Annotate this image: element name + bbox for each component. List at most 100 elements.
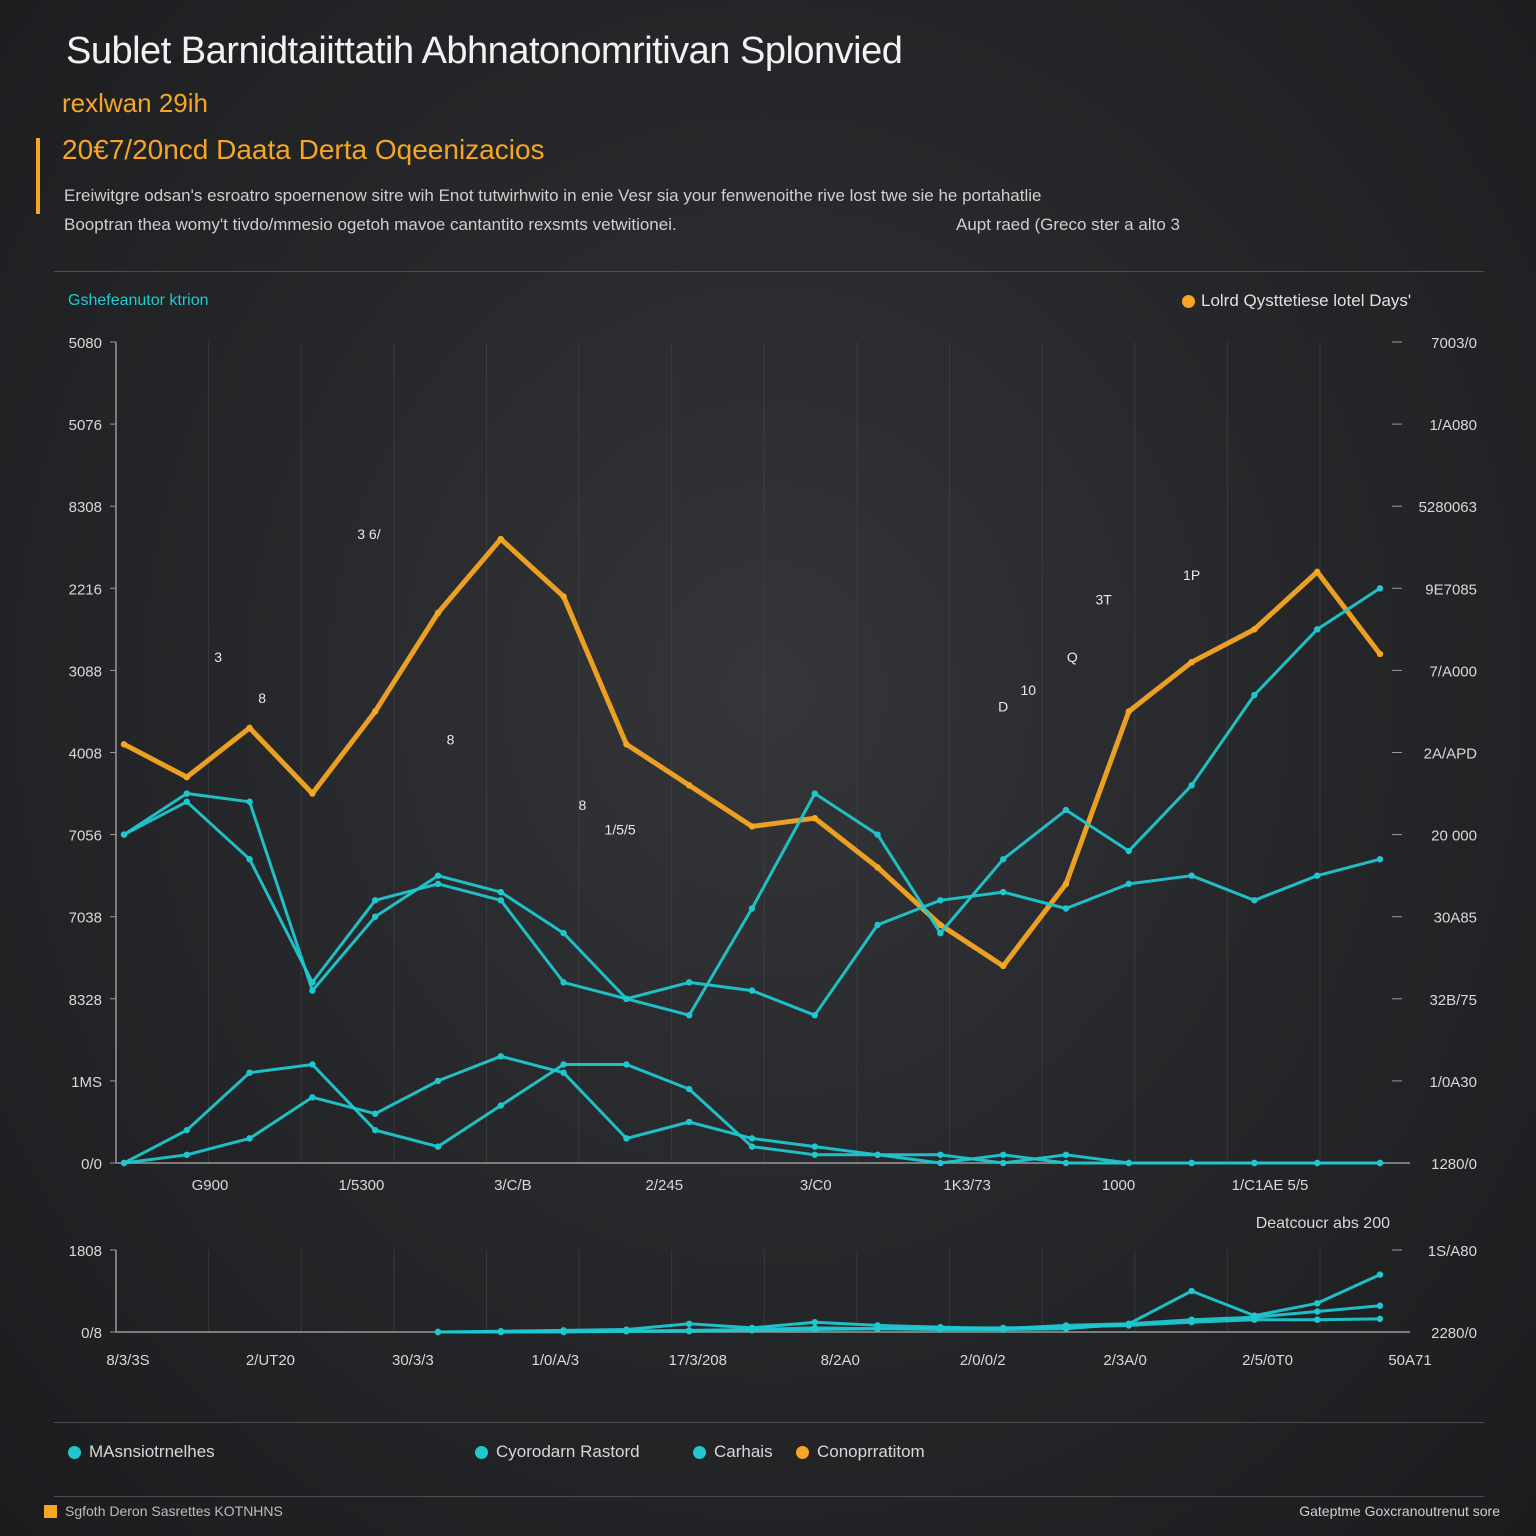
legend-item-label: Conoprratitom: [817, 1442, 925, 1461]
data-point: [1000, 888, 1007, 896]
data-point: [1062, 806, 1070, 814]
y-tick-label-left: 0/0: [81, 1156, 102, 1173]
panel-note: Deatcoucr abs 200: [1256, 1215, 1390, 1232]
y-tick-label-right: 20 000: [1431, 828, 1477, 845]
data-point: [372, 913, 379, 920]
data-point: [748, 987, 756, 994]
data-point: [1062, 1323, 1070, 1331]
series-line-1: [121, 536, 1383, 969]
data-point: [1000, 1151, 1007, 1158]
x-tick-label: 1/0/A/3: [532, 1352, 580, 1369]
data-point: [748, 823, 756, 830]
data-label: 1/5/5: [605, 822, 636, 838]
y-tick-label-left: 5080: [69, 335, 102, 352]
y-tick-label-left: 1MS: [71, 1074, 102, 1091]
x-tick-label: 1/C1AE 5/5: [1232, 1177, 1309, 1194]
footer-left-text: Sgfoth Deron Sasrettes KOTNHNS: [65, 1503, 283, 1519]
data-point: [1376, 650, 1384, 658]
data-label: 8: [447, 731, 455, 747]
legend-item-3[interactable]: Carhais: [693, 1442, 773, 1462]
data-point: [1125, 1322, 1133, 1329]
legend-item-4[interactable]: Conoprratitom: [796, 1442, 925, 1462]
data-label: 3 6/: [357, 526, 380, 542]
data-point: [372, 897, 379, 904]
data-point: [434, 1077, 442, 1085]
data-point: [623, 1327, 630, 1335]
data-label: 3: [214, 649, 222, 665]
y-tick-label-right: 1S/A80: [1428, 1243, 1477, 1260]
data-point: [434, 872, 442, 879]
divider-top: [54, 271, 1484, 272]
divider-footer: [54, 1496, 1484, 1497]
data-point: [874, 921, 881, 929]
x-tick-label: 1K3/73: [943, 1177, 991, 1194]
y-tick-label-left: 0/8: [81, 1325, 102, 1342]
y-tick-label-right: 1/0A30: [1429, 1074, 1477, 1091]
x-tick-label: 1000: [1102, 1177, 1135, 1194]
legend-item-2[interactable]: Cyorodarn Rastord: [475, 1442, 640, 1462]
x-tick-label: G900: [192, 1177, 229, 1194]
y-tick-label-right: 2280/0: [1431, 1325, 1477, 1342]
data-point: [1125, 1159, 1133, 1167]
data-point: [497, 535, 504, 543]
data-point: [1188, 872, 1195, 879]
data-point: [1125, 880, 1133, 888]
data-point: [1251, 1159, 1258, 1167]
data-point: [1000, 1159, 1007, 1167]
data-point: [1376, 856, 1384, 863]
data-point: [811, 790, 818, 797]
series-line-2: [122, 586, 1382, 1017]
legend-item-label: MAsnsiotrnelhes: [89, 1442, 215, 1461]
data-point: [183, 1151, 190, 1158]
section-heading: 20€7/20ncd Daata Derta Oqeenizacios: [62, 134, 545, 165]
data-point: [686, 782, 693, 789]
legend-top-label: Lolrd Qysttetiese lotel Days': [1201, 291, 1412, 310]
data-point: [246, 856, 253, 863]
data-point: [183, 790, 190, 797]
data-point: [686, 1085, 693, 1093]
data-point: [937, 921, 944, 929]
x-tick-label: 2/5/0T0: [1242, 1352, 1293, 1369]
data-label: 8: [579, 797, 587, 813]
legend-dot-icon: [1182, 294, 1195, 308]
data-point: [1062, 1151, 1070, 1158]
data-point: [1251, 1316, 1258, 1323]
accent-bar: [36, 138, 40, 214]
data-point: [811, 1151, 818, 1158]
data-point: [937, 1324, 944, 1332]
data-point: [1314, 626, 1321, 633]
legend-dot-icon: [68, 1445, 81, 1459]
legend-dot-icon: [693, 1445, 706, 1459]
data-point: [1376, 585, 1384, 592]
x-tick-label: 8/3/3S: [106, 1352, 149, 1369]
legend-item-1[interactable]: MAsnsiotrnelhes: [68, 1442, 215, 1462]
description-note: Aupt raed (Greco ster a alto 3: [956, 215, 1180, 234]
data-point: [623, 995, 630, 1002]
data-point: [434, 880, 442, 888]
legend-item-label: Cyorodarn Rastord: [496, 1442, 640, 1461]
data-point: [1314, 872, 1321, 879]
data-point: [309, 1094, 316, 1101]
data-point: [1000, 856, 1007, 863]
data-point: [623, 1135, 630, 1142]
data-point: [748, 905, 756, 912]
legend-top[interactable]: Lolrd Qysttetiese lotel Days': [1182, 291, 1411, 311]
data-point: [937, 1151, 944, 1158]
data-point: [1314, 1316, 1321, 1323]
data-label: 1P: [1183, 567, 1200, 583]
legend-dot-icon: [475, 1445, 488, 1459]
footer-left: Sgfoth Deron Sasrettes KOTNHNS: [44, 1503, 283, 1519]
data-point: [246, 1135, 253, 1142]
x-tick-label: 3/C/B: [494, 1177, 532, 1194]
data-point: [497, 888, 504, 896]
data-point: [811, 1326, 818, 1333]
data-point: [120, 831, 128, 838]
description-line-2: Booptran thea womy't tivdo/mmesio ogetoh…: [64, 215, 677, 234]
data-point: [874, 1151, 881, 1158]
y-tick-label-right: 30A85: [1434, 910, 1477, 927]
data-point: [1376, 1315, 1384, 1323]
data-point: [686, 979, 693, 986]
data-point: [811, 814, 818, 822]
data-point: [1188, 1318, 1195, 1326]
data-label: D: [998, 698, 1008, 714]
